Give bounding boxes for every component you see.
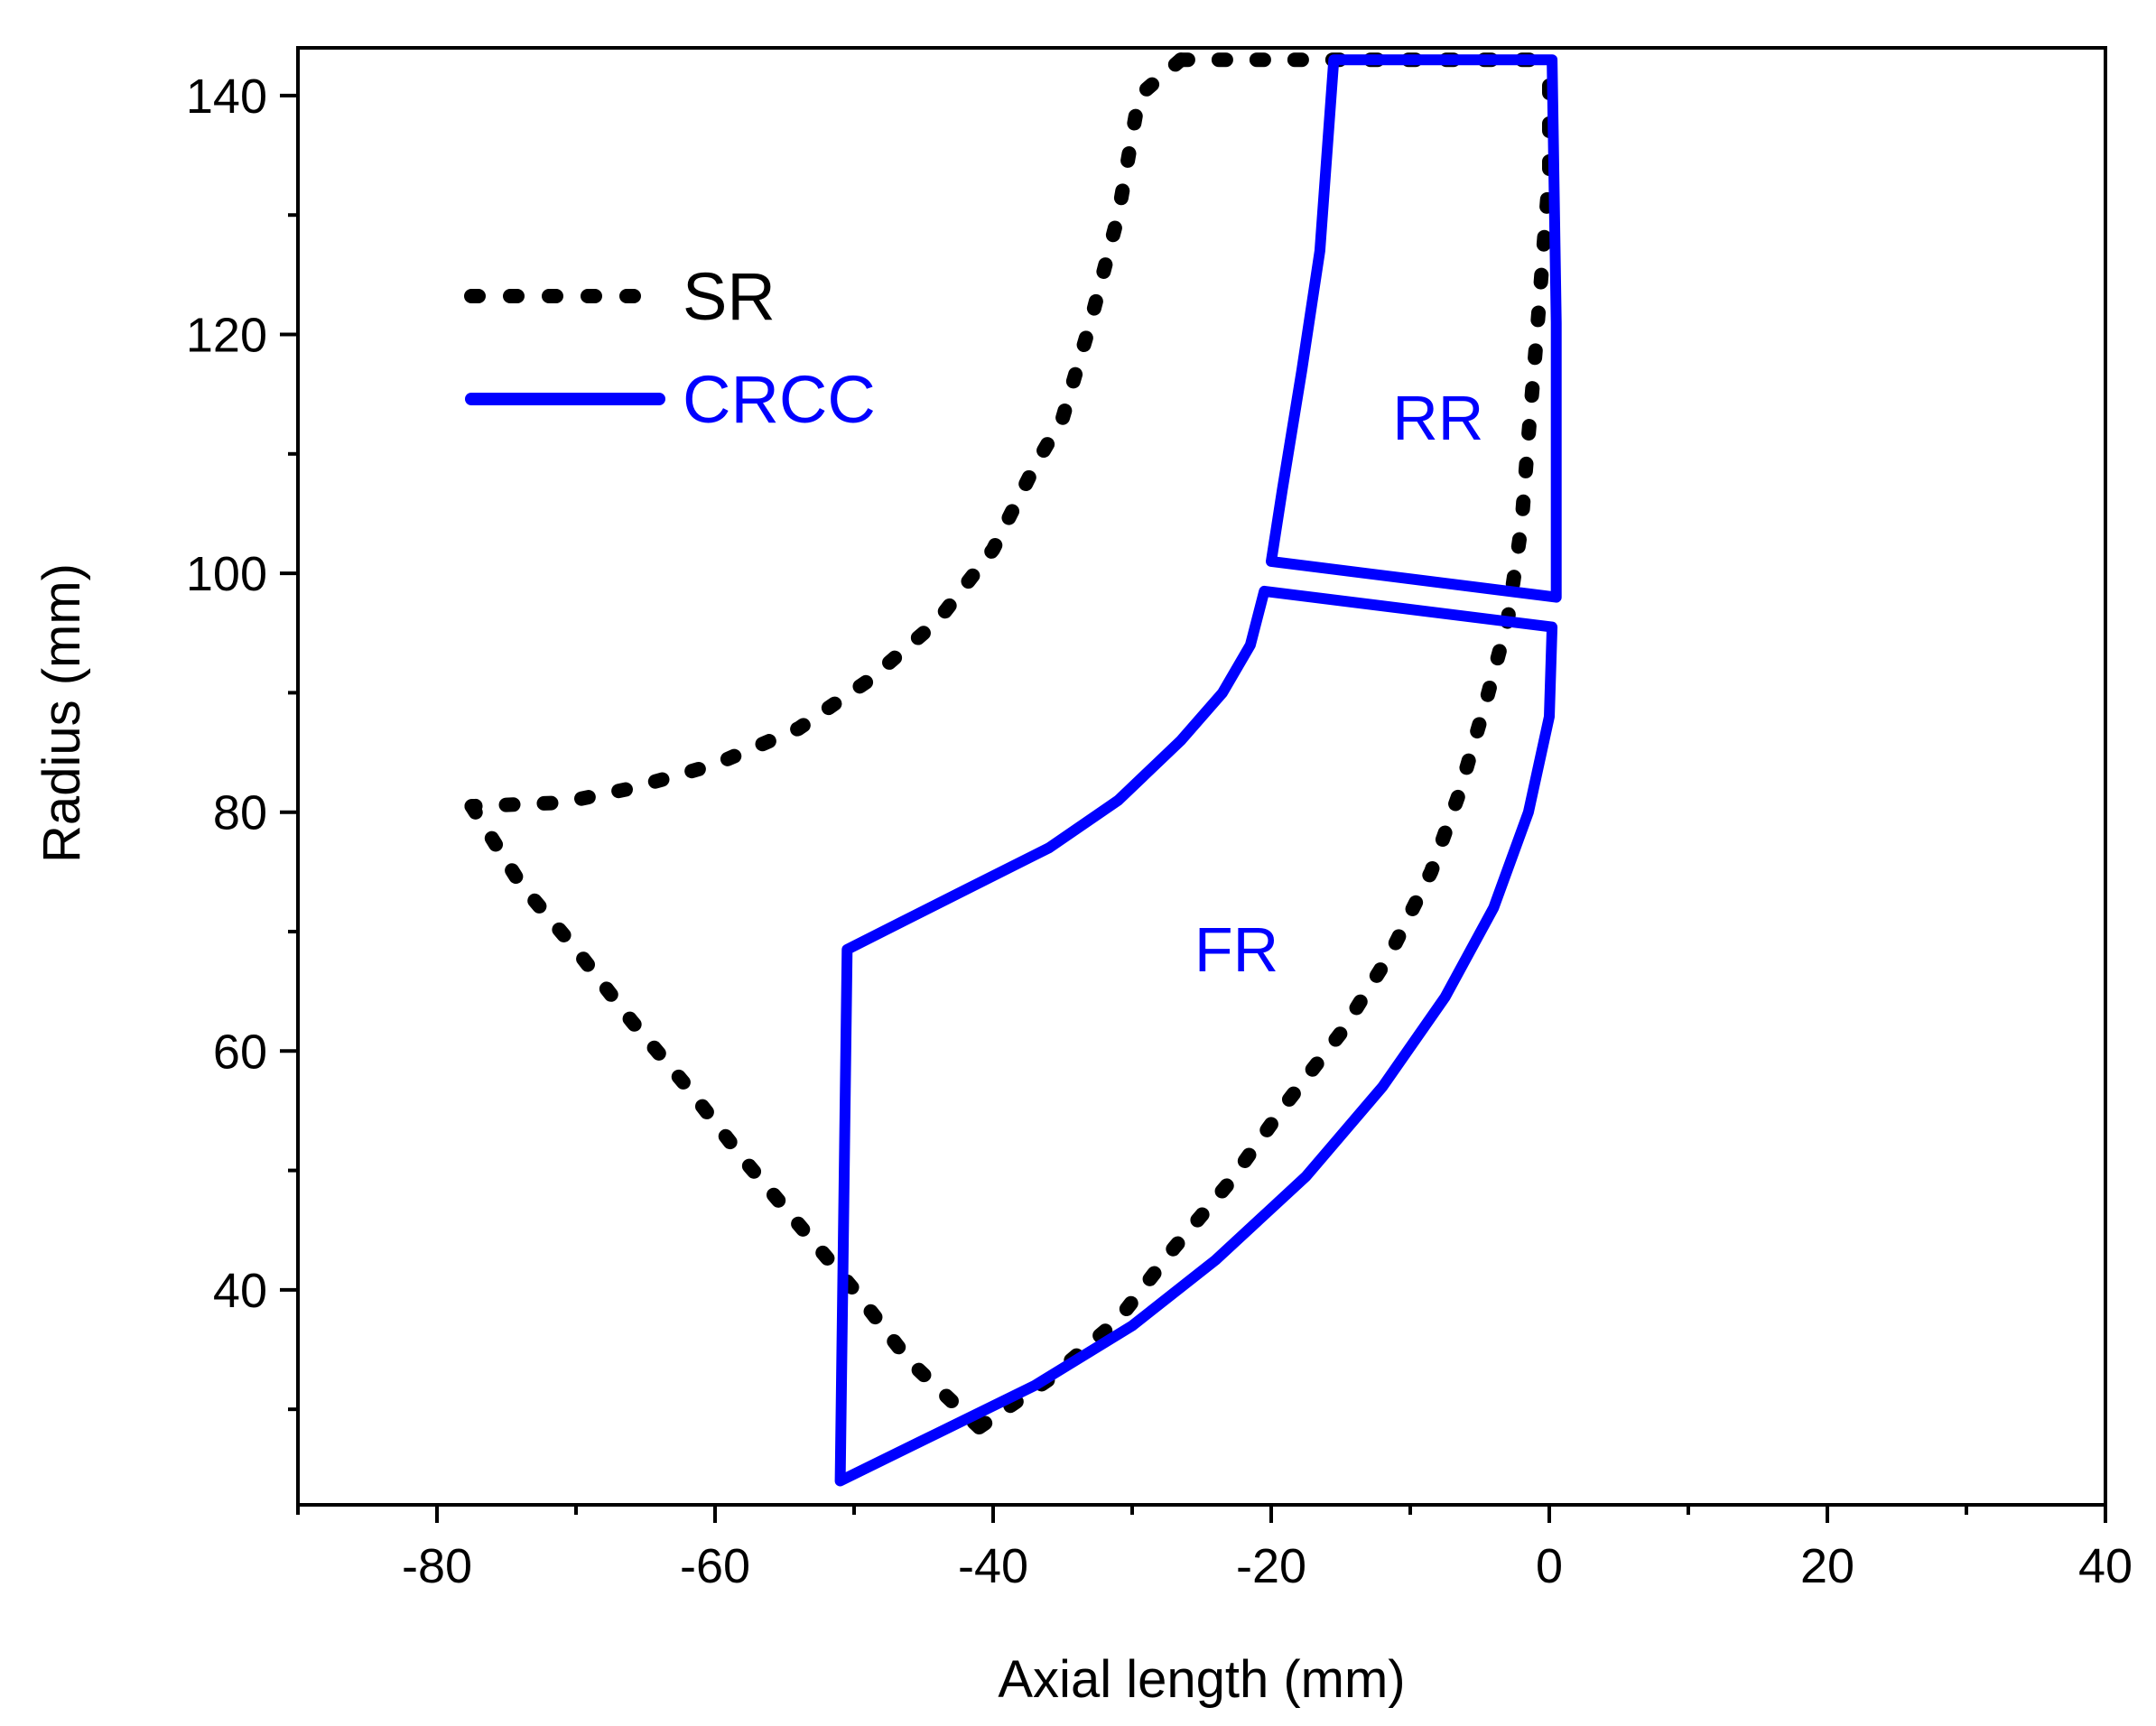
region-annotations: RR FR <box>1194 383 1484 985</box>
legend-crcc-label: CRCC <box>683 362 876 437</box>
x-tick-label: -80 <box>402 1539 472 1593</box>
legend: SR CRCC <box>464 259 876 437</box>
series-crcc-segment-2 <box>834 585 1558 1487</box>
x-tick-label: 0 <box>1536 1539 1563 1593</box>
y-tick-label: 140 <box>186 70 267 124</box>
region-label-rr: RR <box>1392 383 1483 453</box>
y-axis-title: Radius (mm) <box>33 563 91 863</box>
x-tick-label: -40 <box>958 1539 1028 1593</box>
x-tick-label: -20 <box>1236 1539 1306 1593</box>
series-sr-segment-2 <box>464 52 1188 814</box>
y-tick-label: 40 <box>213 1264 267 1318</box>
y-tick-label: 120 <box>186 309 267 363</box>
x-tick-label: -60 <box>680 1539 750 1593</box>
x-axis-title: Axial length (mm) <box>998 1650 1405 1709</box>
plot-frame <box>296 46 2107 1507</box>
y-tick-label: 60 <box>213 1025 267 1079</box>
x-axis: -80 -60 -40 -20 0 20 40 <box>296 1505 2133 1593</box>
series-sr-segment-4 <box>971 52 1557 1434</box>
x-tick-label: 20 <box>1800 1539 1854 1593</box>
series-crcc-segment-1 <box>1266 54 1562 603</box>
plot-series <box>464 52 1562 1487</box>
region-label-fr: FR <box>1194 914 1278 985</box>
y-tick-label: 100 <box>186 547 267 601</box>
legend-sr-label: SR <box>683 259 776 334</box>
y-axis: 40 60 80 100 120 140 <box>186 70 298 1412</box>
y-tick-label: 80 <box>213 786 267 840</box>
x-tick-label: 40 <box>2078 1539 2133 1593</box>
